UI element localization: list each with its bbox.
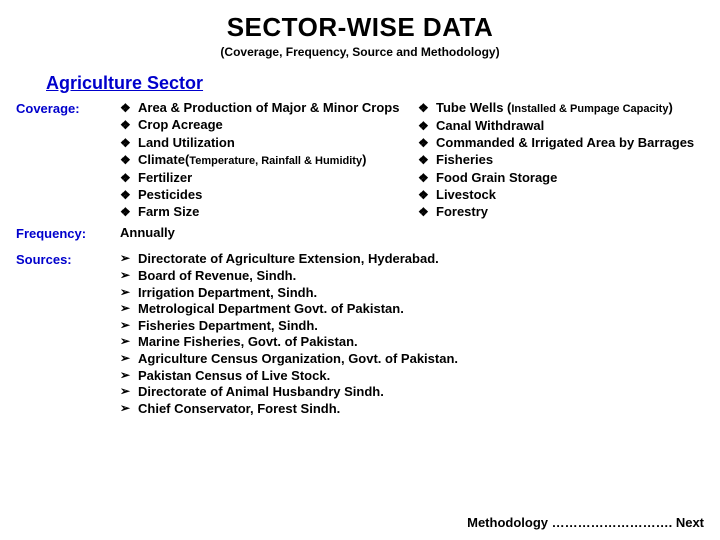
- coverage-item: ❖Land Utilization: [120, 135, 406, 151]
- source-item: ➢Directorate of Animal Husbandry Sindh.: [120, 384, 704, 401]
- source-item: ➢Pakistan Census of Live Stock.: [120, 368, 704, 385]
- arrow-bullet-icon: ➢: [120, 251, 138, 266]
- diamond-bullet-icon: ❖: [418, 187, 436, 203]
- diamond-bullet-icon: ❖: [418, 100, 436, 116]
- coverage-item: ❖Canal Withdrawal: [418, 118, 704, 134]
- coverage-item-text: Tube Wells (Installed & Pumpage Capacity…: [436, 100, 704, 117]
- arrow-bullet-icon: ➢: [120, 368, 138, 383]
- diamond-bullet-icon: ❖: [418, 135, 436, 151]
- coverage-item-text: Crop Acreage: [138, 117, 406, 133]
- coverage-item: ❖Farm Size: [120, 204, 406, 220]
- source-item: ➢Metrological Department Govt. of Pakist…: [120, 301, 704, 318]
- coverage-item-text: Commanded & Irrigated Area by Barrages: [436, 135, 704, 151]
- source-item-text: Pakistan Census of Live Stock.: [138, 368, 704, 385]
- source-item-text: Irrigation Department, Sindh.: [138, 285, 704, 302]
- diamond-bullet-icon: ❖: [418, 170, 436, 186]
- source-item: ➢Fisheries Department, Sindh.: [120, 318, 704, 335]
- slide: SECTOR-WISE DATA (Coverage, Frequency, S…: [0, 0, 720, 540]
- source-item: ➢Agriculture Census Organization, Govt. …: [120, 351, 704, 368]
- coverage-item: ❖Climate(Temperature, Rainfall & Humidit…: [120, 152, 406, 169]
- arrow-bullet-icon: ➢: [120, 301, 138, 316]
- main-title: SECTOR-WISE DATA: [16, 12, 704, 43]
- coverage-label: Coverage:: [16, 100, 120, 116]
- source-item-text: Board of Revenue, Sindh.: [138, 268, 704, 285]
- coverage-item-text: Forestry: [436, 204, 704, 220]
- frequency-value: Annually: [120, 225, 704, 240]
- coverage-item-text: Fisheries: [436, 152, 704, 168]
- coverage-item-text: Pesticides: [138, 187, 406, 203]
- coverage-item: ❖Livestock: [418, 187, 704, 203]
- coverage-item-text: Farm Size: [138, 204, 406, 220]
- diamond-bullet-icon: ❖: [120, 117, 138, 133]
- section-heading: Agriculture Sector: [46, 73, 704, 94]
- source-item-text: Metrological Department Govt. of Pakista…: [138, 301, 704, 318]
- coverage-item: ❖Tube Wells (Installed & Pumpage Capacit…: [418, 100, 704, 117]
- diamond-bullet-icon: ❖: [120, 135, 138, 151]
- coverage-item: ❖Forestry: [418, 204, 704, 220]
- diamond-bullet-icon: ❖: [418, 118, 436, 134]
- source-item: ➢Irrigation Department, Sindh.: [120, 285, 704, 302]
- diamond-bullet-icon: ❖: [418, 204, 436, 220]
- arrow-bullet-icon: ➢: [120, 384, 138, 399]
- coverage-content: ❖Area & Production of Major & Minor Crop…: [120, 100, 704, 221]
- sources-content: ➢Directorate of Agriculture Extension, H…: [120, 251, 704, 417]
- coverage-item: ❖Pesticides: [120, 187, 406, 203]
- coverage-list-left: ❖Area & Production of Major & Minor Crop…: [120, 100, 406, 220]
- diamond-bullet-icon: ❖: [418, 152, 436, 168]
- coverage-item: ❖Food Grain Storage: [418, 170, 704, 186]
- coverage-item: ❖Fisheries: [418, 152, 704, 168]
- coverage-item-text: Area & Production of Major & Minor Crops: [138, 100, 406, 116]
- sources-label: Sources:: [16, 251, 120, 267]
- coverage-col-right: ❖Tube Wells (Installed & Pumpage Capacit…: [418, 100, 704, 221]
- coverage-item: ❖Fertilizer: [120, 170, 406, 186]
- diamond-bullet-icon: ❖: [120, 170, 138, 186]
- source-item-text: Chief Conservator, Forest Sindh.: [138, 401, 704, 418]
- arrow-bullet-icon: ➢: [120, 351, 138, 366]
- source-item: ➢Board of Revenue, Sindh.: [120, 268, 704, 285]
- source-item-text: Marine Fisheries, Govt. of Pakistan.: [138, 334, 704, 351]
- source-item-text: Directorate of Agriculture Extension, Hy…: [138, 251, 704, 268]
- source-item-text: Agriculture Census Organization, Govt. o…: [138, 351, 704, 368]
- diamond-bullet-icon: ❖: [120, 100, 138, 116]
- coverage-col-left: ❖Area & Production of Major & Minor Crop…: [120, 100, 406, 221]
- diamond-bullet-icon: ❖: [120, 187, 138, 203]
- source-item: ➢Directorate of Agriculture Extension, H…: [120, 251, 704, 268]
- frequency-label: Frequency:: [16, 225, 120, 241]
- source-item-text: Directorate of Animal Husbandry Sindh.: [138, 384, 704, 401]
- diamond-bullet-icon: ❖: [120, 152, 138, 168]
- footer-link[interactable]: Methodology ………………………. Next: [467, 515, 704, 530]
- source-item: ➢Chief Conservator, Forest Sindh.: [120, 401, 704, 418]
- source-item-text: Fisheries Department, Sindh.: [138, 318, 704, 335]
- coverage-item: ❖Commanded & Irrigated Area by Barrages: [418, 135, 704, 151]
- coverage-item-text: Fertilizer: [138, 170, 406, 186]
- arrow-bullet-icon: ➢: [120, 285, 138, 300]
- coverage-list-right: ❖Tube Wells (Installed & Pumpage Capacit…: [418, 100, 704, 220]
- coverage-item-text: Food Grain Storage: [436, 170, 704, 186]
- source-item: ➢Marine Fisheries, Govt. of Pakistan.: [120, 334, 704, 351]
- frequency-row: Frequency: Annually: [16, 225, 704, 241]
- arrow-bullet-icon: ➢: [120, 318, 138, 333]
- coverage-item-text: Canal Withdrawal: [436, 118, 704, 134]
- coverage-item: ❖Area & Production of Major & Minor Crop…: [120, 100, 406, 116]
- diamond-bullet-icon: ❖: [120, 204, 138, 220]
- coverage-item-text: Land Utilization: [138, 135, 406, 151]
- arrow-bullet-icon: ➢: [120, 401, 138, 416]
- subtitle: (Coverage, Frequency, Source and Methodo…: [16, 45, 704, 59]
- coverage-item: ❖Crop Acreage: [120, 117, 406, 133]
- coverage-item-text: Livestock: [436, 187, 704, 203]
- sources-row: Sources: ➢Directorate of Agriculture Ext…: [16, 251, 704, 417]
- arrow-bullet-icon: ➢: [120, 268, 138, 283]
- coverage-row: Coverage: ❖Area & Production of Major & …: [16, 100, 704, 221]
- sources-list: ➢Directorate of Agriculture Extension, H…: [120, 251, 704, 417]
- coverage-item-text: Climate(Temperature, Rainfall & Humidity…: [138, 152, 406, 169]
- arrow-bullet-icon: ➢: [120, 334, 138, 349]
